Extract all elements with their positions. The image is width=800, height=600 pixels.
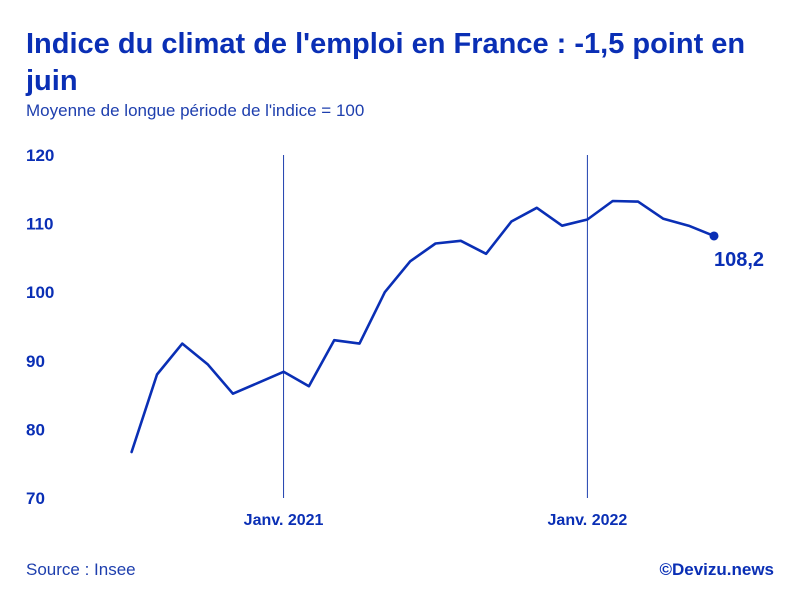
y-tick-label: 120: [26, 146, 54, 165]
y-tick-label: 70: [26, 489, 45, 508]
chart-subtitle: Moyenne de longue période de l'indice = …: [26, 101, 365, 120]
credit-note: ©Devizu.news: [659, 560, 774, 579]
chart-title: Indice du climat de l'emploi en France :…: [26, 28, 746, 97]
y-tick-label: 100: [26, 283, 54, 302]
y-tick-label: 80: [26, 420, 45, 439]
y-tick-label: 110: [26, 215, 53, 234]
source-note: Source : Insee: [26, 560, 136, 579]
last-point-label: 108,2: [714, 249, 764, 271]
y-tick-label: 90: [26, 352, 45, 371]
x-tick-label: Janv. 2022: [548, 512, 628, 529]
series-line: [130, 199, 716, 454]
x-tick-label: Janv. 2021: [244, 512, 324, 529]
last-point-marker: [709, 231, 719, 241]
